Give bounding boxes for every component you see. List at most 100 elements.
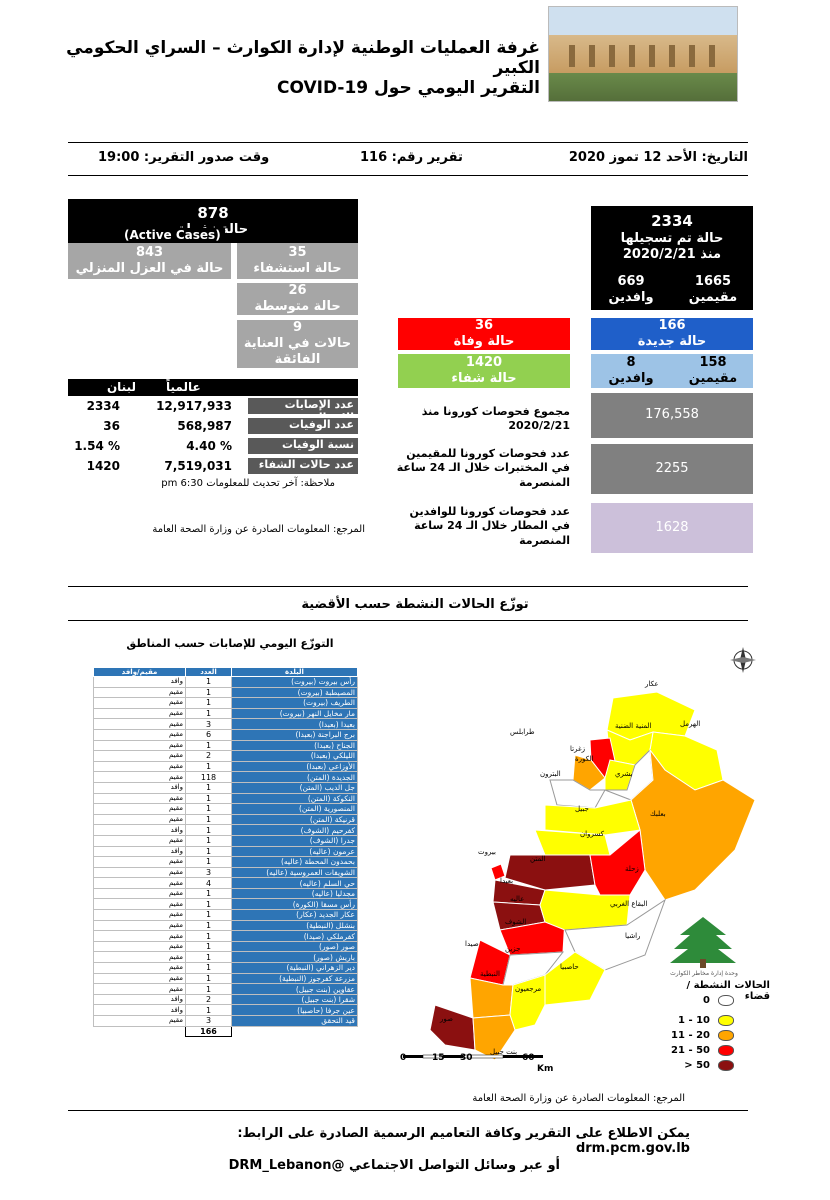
district-label: المنية الضنية [615,722,652,730]
new-cases-split: 158 مقيمين 8 وافدين [591,354,753,388]
district-label: صيدا [465,940,479,948]
table-row: مقيم 1 المصيطبة (بيروت) [93,686,358,699]
row-area: بحمدون المحطة (عاليه) [231,856,358,868]
district-label: الكورة [575,755,594,763]
row-area: صور (صور) [231,940,358,953]
mod-num: 26 [288,282,307,298]
new-label: حالة جديدة [637,334,707,349]
row-type: مقيم [93,1015,186,1027]
compass-icon [730,647,756,673]
header-count: العدد [185,667,232,677]
row-area: شقرا (بنت جبيل) [231,993,358,1006]
district-west-bekaa [539,889,631,931]
row-area: الشويفات العمروسية (عاليه) [231,866,358,879]
row-count: 4 [185,877,232,889]
scale-unit: Km [537,1064,554,1074]
stat-label-rate: نسبة الوفيات [248,438,358,454]
legend-swatch [718,1060,734,1071]
recovered-label: حالة شفاء [451,371,517,386]
stat-world-recovered: 7,519,031 [164,459,232,473]
new-res-label: مقيمين [688,371,738,386]
registered-residents: 1665 مقيمين [673,270,753,310]
district-label: زحلة [625,865,639,873]
scale-0: 0 [400,1053,407,1063]
row-type: وافد [93,676,186,688]
table-row: مقيم 1 الجناح (بعبدا) [93,739,358,752]
row-area: بنشلل (النبطية) [231,919,358,932]
row-area: قيد التحقق [231,1015,358,1027]
deaths-label: حالة وفاة [453,334,515,349]
row-type: مقيم [93,728,186,741]
icu-box: 9 حالات في العناية الفائقة [237,320,358,368]
table-row: وافد 1 جل الديب (المتن) [93,781,358,794]
home-label: حالة في العزل المنزلي [75,261,224,276]
row-area: عقاوين (بنت جبيل) [231,983,358,995]
legend-label: 11 - 20 [671,1030,710,1041]
row-type: وافد [93,824,186,836]
row-type: مقيم [93,930,186,942]
legend-item: 0 [670,995,734,1006]
stat-leb-total: 2334 [86,399,120,413]
row-type: مقيم [93,887,186,900]
district-label: بنت جبيل [490,1048,518,1056]
table-row: مقيم 1 الطريف (بيروت) [93,697,358,709]
row-count: 1 [185,972,232,985]
registered-total: 2334 [651,212,693,231]
new-residents: 158 مقيمين [673,354,753,388]
scale-60: 60 [522,1053,535,1063]
district-label: مرجعيون [515,985,542,993]
district-zahle [589,829,646,896]
header-area: البلدة [231,667,358,677]
table-row: مقيم 1 كفرملكي (صيدا) [93,930,358,942]
row-area: بعبدا (بعبدا) [231,718,358,730]
row-type: مقيم [93,856,186,868]
row-area: مجدليا (عاليه) [231,887,358,900]
table-row: مقيم 1 باريش (صور) [93,951,358,964]
row-area: عرمون (عاليه) [231,845,358,858]
new-arr-label: وافدين [608,371,654,386]
district-label: كسروان [580,830,604,838]
district-label: زغرتا [570,745,585,753]
row-area: قرنيكة (المتن) [231,813,358,826]
row-type: مقيم [93,813,186,826]
hospitalized-box: 35 حالة استشفاء [237,243,358,279]
table-row: وافد 1 كفرحيم (الشوف) [93,824,358,836]
scale-bar [403,1054,543,1059]
table-row: مقيم 1 قرنيكة (المتن) [93,813,358,826]
report-date: التاريخ: الأحد 12 تموز 2020 [568,150,748,165]
row-area: مزرعة كفرجوز (النبطية) [231,972,358,985]
tests-residents-label: عدد فحوصات كورونا للمقيمين في المختبرات … [396,447,570,489]
table-row: مقيم 3 قيد التحقق [93,1015,358,1027]
new-num: 166 [658,317,686,333]
row-count: 1 [185,686,232,699]
row-type: مقيم [93,686,186,699]
row-area: كفرملكي (صيدا) [231,930,358,942]
registered-split: 1665 مقيمين 669 وافدين [591,270,753,310]
row-count: 3 [185,718,232,730]
row-area: حي السلم (عاليه) [231,877,358,889]
areas-table: مقيم/وافد العدد البلدة وافد 1 رأس بيروت (ب… [93,667,358,1038]
arr-label: وافدين [608,290,654,305]
tests-residents-value: 2255 [655,460,689,476]
comparison-header: عالمياً لبنان [68,379,358,396]
row-type: وافد [93,781,186,794]
row-count: 1 [185,887,232,900]
district-label: جزين [505,945,521,953]
footer-social: أو عبر وسائل التواصل الاجتماعي @DRM_Leba… [228,1158,560,1173]
tests-total-box: 176,558 [591,393,753,438]
deaths-num: 36 [474,317,494,333]
table-row: مقيم 1 مجدليا (عاليه) [93,887,358,900]
table-row: مقيم 118 الجديدة (المتن) [93,771,358,783]
row-area: الجديدة (المتن) [231,771,358,783]
row-count: 1 [185,697,232,709]
district-label: المتن [530,855,546,863]
row-count: 1 [185,760,232,773]
row-count: 1 [185,898,232,911]
legend-title: الحالات النشطة / قضاء [686,980,770,1002]
table-title: التوزّع اليومي للإصابات حسب المناطق [126,637,334,650]
row-type: مقيم [93,983,186,995]
stat-world-total: 12,917,933 [156,399,232,413]
district-metn [504,854,596,891]
active-label-en: (Active Cases) [120,228,225,242]
tests-total-label: مجموع فحوصات كورونا منذ 2020/2/21 [421,405,570,433]
